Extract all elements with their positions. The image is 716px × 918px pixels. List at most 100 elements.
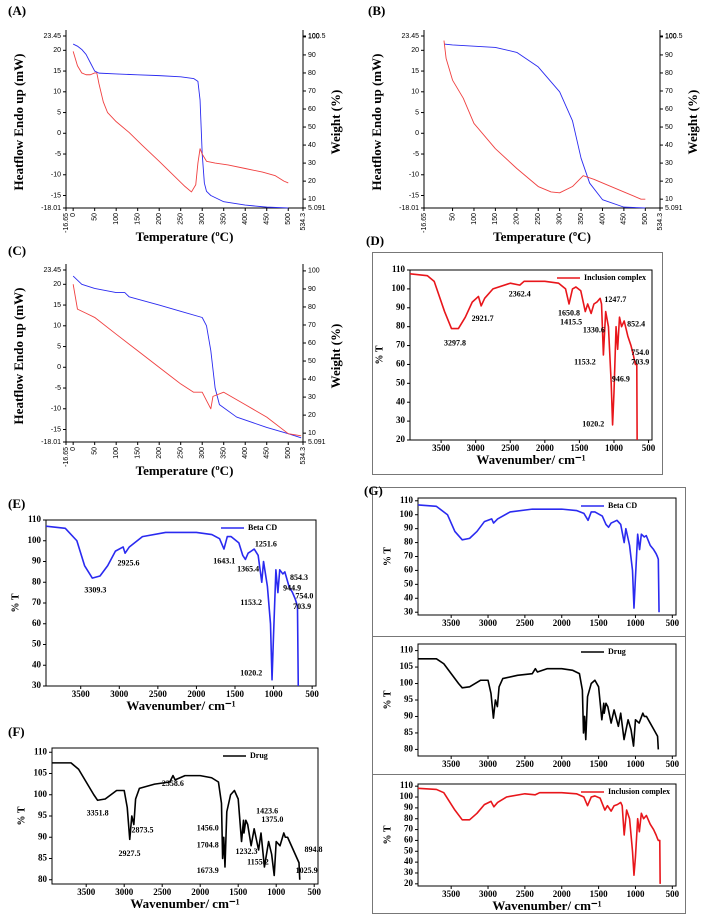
x-tick-label: 3500 [442, 759, 461, 769]
x-tick-label: 2500 [153, 887, 172, 897]
x-tick-label: 300 [199, 447, 206, 459]
x-tick-label: 50 [92, 213, 99, 221]
y-tick-label: 110 [400, 495, 414, 505]
y-tick-label: 50 [396, 377, 406, 387]
y2-tick-label: 60 [308, 106, 316, 113]
plot-frame [409, 269, 653, 441]
x-tick-label: 2000 [553, 759, 572, 769]
x-tick-label: 3500 [432, 443, 451, 453]
series-line [72, 284, 302, 437]
peak-label: 1415.5 [560, 318, 582, 327]
x-tick-label: 2500 [149, 689, 168, 699]
y-tick-label: 30 [32, 680, 42, 690]
y-tick-label: 110 [392, 264, 406, 274]
x-tick-label: 100 [113, 447, 120, 459]
y-axis-title: Heatflow Endo up (mW) [369, 54, 384, 191]
x-tick-label: 50 [449, 213, 456, 221]
peak-label: 1153.2 [574, 357, 596, 366]
y-tick-label: 10 [411, 89, 419, 96]
y-tick-label: 90 [404, 802, 414, 812]
y-tick-label: 100 [400, 791, 414, 801]
y2-tick-label: 70 [665, 88, 673, 95]
y2-tick-label: 10 [308, 430, 316, 437]
y2-tick-label: 40 [308, 142, 316, 149]
x-tick-label: 1000 [626, 618, 645, 628]
x-tick-label: 2500 [516, 759, 535, 769]
x-tick-label: 2000 [536, 443, 555, 453]
y-tick-label: -10 [51, 172, 61, 179]
y-tick-label: 40 [396, 396, 406, 406]
series-line [443, 43, 646, 209]
series-line [72, 275, 302, 439]
x-tick-label: 2000 [187, 689, 206, 699]
peak-label: 3297.8 [444, 338, 466, 347]
series-line [45, 525, 300, 687]
y-tick-label: 10 [53, 323, 61, 330]
y2-tick-label: 80 [308, 304, 316, 311]
series-line [417, 504, 660, 613]
y-tick-label: 105 [400, 661, 414, 671]
x-tick-label: 3500 [442, 618, 461, 628]
y-tick-label: 105 [34, 768, 48, 778]
peak-label: 3309.3 [84, 585, 106, 594]
x-tick-label: 250 [535, 213, 542, 225]
y-tick-label: -10 [51, 406, 61, 413]
x-tick-label: 450 [264, 213, 271, 225]
y-tick-label: 80 [396, 321, 406, 331]
x-tick-label: -16.65 [63, 447, 70, 467]
y-tick-label: 0 [57, 364, 61, 371]
y-tick-label: 80 [404, 813, 414, 823]
x-tick-label: 3000 [115, 887, 134, 897]
panel-label: (E) [8, 496, 25, 511]
peak-label: 894.8 [304, 845, 322, 854]
y2-tick-label: 80 [308, 70, 316, 77]
panel-label: (F) [8, 724, 25, 739]
x-tick-label: 2500 [501, 443, 520, 453]
y-tick-label: 30 [404, 606, 414, 616]
y2-tick-label: 30 [665, 160, 673, 167]
y2-tick-label: 70 [308, 88, 316, 95]
y-axis-title: % T [16, 806, 27, 825]
y2-tick-label: 90 [308, 286, 316, 293]
x-tick-label: 500 [666, 889, 680, 899]
peak-label: 2358.6 [162, 779, 184, 788]
panel-label: (D) [366, 233, 384, 248]
panel-frame [372, 487, 686, 914]
peak-label: 3351.8 [87, 809, 109, 818]
y-tick-label: 80 [404, 537, 414, 547]
x-tick-label: 1000 [626, 759, 645, 769]
y2-tick-label: 5.091 [308, 439, 326, 446]
x-tick-label: 534.3 [657, 213, 664, 231]
y-tick-label: 20 [404, 878, 414, 888]
x-tick-label: 2000 [191, 887, 210, 897]
y-tick-label: 110 [400, 645, 414, 655]
y-tick-label: 30 [404, 867, 414, 877]
peak-label: 2921.7 [472, 314, 494, 323]
y-tick-label: 50 [32, 639, 42, 649]
y2-tick-label: 100 [308, 268, 320, 275]
y-tick-label: 90 [396, 302, 406, 312]
y-tick-label: 30 [396, 415, 406, 425]
y2-tick-label: 50 [308, 124, 316, 131]
x-tick-label: 350 [221, 213, 228, 225]
x-tick-label: 2000 [553, 889, 572, 899]
y2-tick-label: 100.5 [665, 33, 683, 40]
panel-label: (G) [364, 483, 383, 498]
x-tick-label: 1000 [626, 889, 645, 899]
peak-label: 2927.5 [119, 849, 141, 858]
y-tick-label: 5 [57, 109, 61, 116]
y-tick-label: 100 [400, 678, 414, 688]
y2-tick-label: 30 [308, 394, 316, 401]
x-tick-label: 3000 [479, 759, 498, 769]
y-tick-label: 5 [57, 343, 61, 350]
peak-label: 1643.1 [213, 556, 235, 565]
x-tick-label: 1500 [226, 689, 245, 699]
x-tick-label: 0 [70, 213, 77, 217]
x-tick-label: 500 [305, 689, 319, 699]
y-tick-label: 50 [404, 578, 414, 588]
y-tick-label: 60 [404, 564, 414, 574]
panel-label: (C) [8, 243, 26, 258]
x-tick-label: -16.65 [421, 213, 428, 233]
